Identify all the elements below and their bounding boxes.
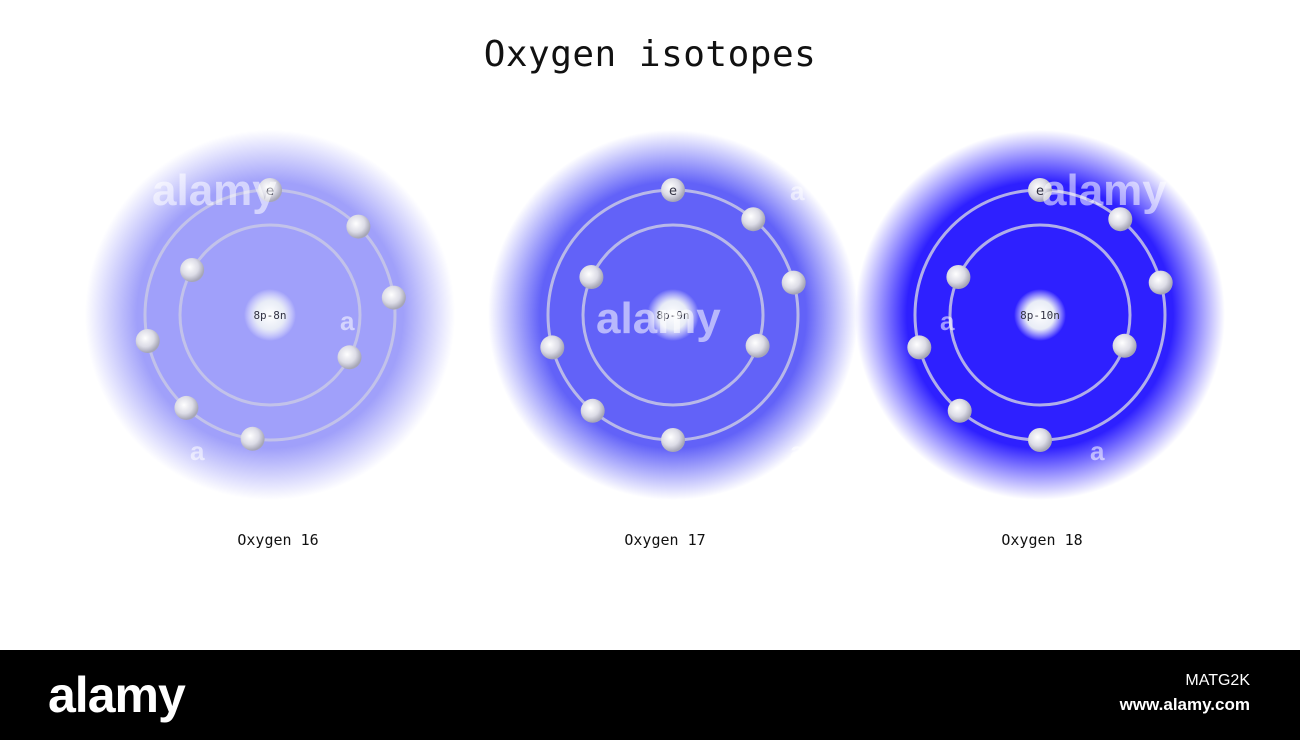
electron [741, 207, 766, 232]
nucleus-label: 8p-8n [253, 309, 286, 322]
atom-oxygen-16: 8p-8n e [80, 125, 460, 505]
electron [1028, 178, 1052, 202]
caption-oxygen-17: Oxygen 17 [624, 531, 706, 549]
footer-bar: alamy MATG2K www.alamy.com [0, 650, 1300, 740]
electron [174, 395, 199, 420]
electron [661, 428, 685, 452]
image-id: MATG2K [1185, 672, 1250, 689]
electron-label: e [1036, 184, 1044, 199]
electron [661, 178, 685, 202]
electrons: e [540, 178, 806, 452]
electron [579, 265, 604, 289]
electron [1108, 207, 1133, 232]
atom-oxygen-18: 8p-10n e [850, 125, 1230, 505]
electron [580, 398, 605, 423]
electron [947, 398, 972, 423]
page-title: Oxygen isotopes [483, 34, 817, 75]
nucleus [647, 289, 699, 341]
electron [337, 345, 362, 370]
electron [258, 178, 282, 202]
inner-orbit [948, 223, 1132, 407]
footer-url: www.alamy.com [1119, 695, 1250, 714]
electron-label: e [669, 184, 677, 199]
caption-oxygen-18: Oxygen 18 [1001, 531, 1083, 549]
nucleus-label: 8p-9n [656, 309, 689, 322]
electron [180, 258, 205, 282]
electron [346, 214, 371, 239]
caption-oxygen-16: Oxygen 16 [237, 531, 319, 549]
atom-diagram: 8p-10n e [855, 130, 1225, 500]
atom-diagram: 8p-8n e [85, 130, 455, 500]
electron [745, 333, 770, 358]
electrons: e [135, 178, 406, 451]
inner-orbit [581, 223, 765, 407]
electron [781, 270, 806, 295]
alamy-logo: alamy [48, 667, 186, 723]
nucleus [244, 289, 296, 341]
electron [907, 335, 932, 360]
electrons: e [907, 178, 1173, 452]
electron [240, 426, 265, 451]
electron [1028, 428, 1052, 452]
electron-label: e [266, 184, 274, 199]
electron [381, 285, 406, 310]
nucleus [1014, 289, 1066, 341]
electron [540, 335, 565, 360]
atom-diagram: 8p-9n e [488, 130, 858, 500]
electron [135, 329, 160, 353]
atom-oxygen-17: 8p-9n e [483, 125, 863, 505]
electron [1148, 270, 1173, 295]
electron [946, 265, 971, 289]
electron [1112, 333, 1137, 358]
nucleus-label: 8p-10n [1020, 309, 1060, 322]
inner-orbit [178, 223, 362, 407]
